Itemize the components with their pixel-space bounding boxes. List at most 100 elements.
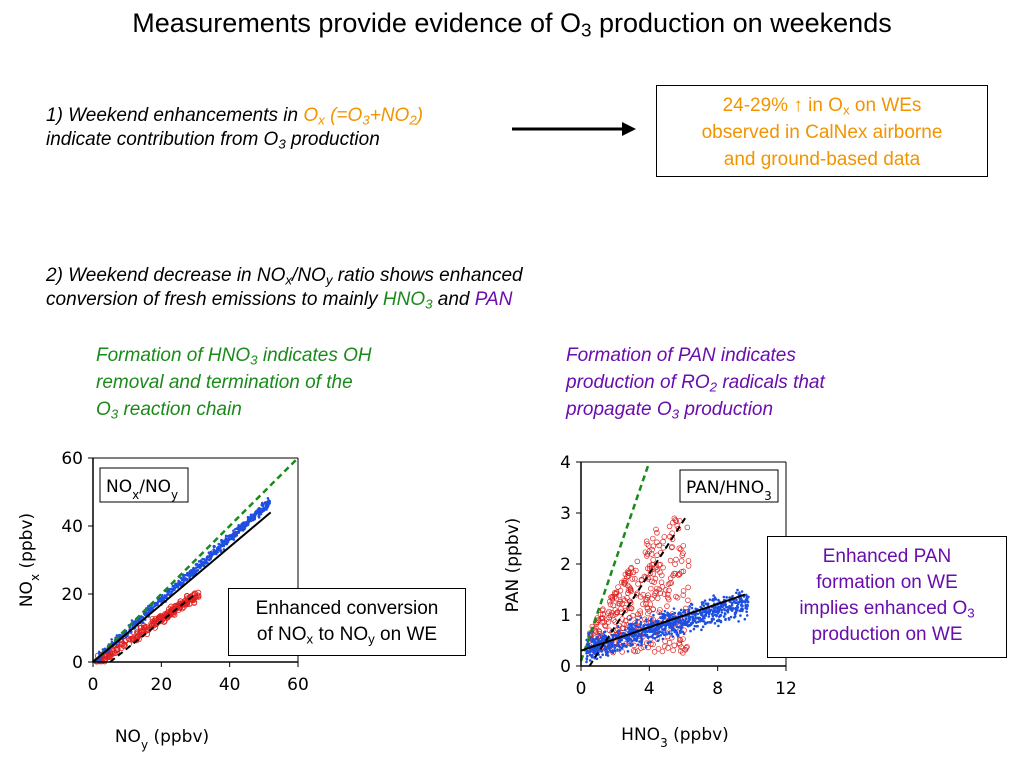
weekend-point	[633, 622, 637, 625]
weekend-point	[593, 640, 597, 644]
x-axis-label: NOy (ppbv)	[115, 727, 209, 752]
weekday-point	[611, 617, 617, 623]
weekend-point	[259, 509, 262, 512]
weekend-point	[138, 618, 141, 622]
weekend-point	[130, 619, 134, 622]
weekday-point	[685, 584, 691, 591]
weekday-point	[634, 648, 641, 654]
weekend-point	[661, 631, 665, 635]
weekend-point	[725, 596, 728, 599]
weekend-point	[219, 548, 222, 552]
weekday-point	[660, 538, 666, 545]
weekday-point	[651, 592, 658, 599]
y-tick-label: 1	[560, 606, 571, 626]
weekend-point	[611, 649, 615, 653]
weekend-point	[172, 584, 176, 588]
weekday-point	[672, 561, 678, 567]
weekend-point	[736, 606, 740, 609]
hno3-note: Formation of HNO3 indicates OH removal a…	[96, 345, 372, 422]
weekday-point	[654, 530, 660, 536]
weekend-point	[180, 582, 184, 586]
weekday-point	[626, 615, 632, 621]
weekday-point	[615, 600, 622, 607]
weekend-point	[664, 624, 667, 627]
weekend-point	[256, 508, 260, 511]
weekend-point	[219, 546, 222, 549]
weekend-point	[669, 623, 672, 627]
weekend-point	[141, 621, 145, 624]
weekend-point	[701, 615, 705, 618]
y-tick-label: 20	[61, 585, 83, 605]
x-tick-label: 4	[644, 679, 655, 699]
weekend-point	[191, 570, 195, 574]
weekend-point	[242, 521, 246, 525]
weekend-point	[651, 633, 655, 636]
weekday-point	[685, 558, 692, 564]
weekend-point	[711, 612, 714, 616]
x-axis-label: HNO3 (ppbv)	[621, 725, 729, 750]
weekend-point	[620, 646, 624, 649]
weekend-point	[696, 612, 700, 616]
point-1-text: 1) Weekend enhancements in Ox (=O3+NO2) …	[46, 105, 424, 152]
weekday-point	[628, 605, 635, 612]
weekend-point	[681, 618, 685, 622]
weekend-point	[631, 643, 634, 647]
weekend-point	[187, 572, 190, 576]
weekday-point	[615, 584, 621, 590]
weekend-point	[618, 645, 622, 649]
weekday-point	[605, 619, 612, 625]
weekend-point	[586, 654, 589, 658]
weekend-point	[201, 557, 204, 561]
weekend-point	[673, 611, 677, 615]
weekend-point	[737, 620, 740, 623]
weekday-point	[676, 518, 683, 524]
weekday-point	[655, 646, 662, 652]
weekend-point	[636, 625, 640, 629]
weekend-point	[586, 643, 589, 647]
weekend-point	[620, 638, 624, 642]
weekend-point	[264, 502, 267, 505]
weekend-point	[264, 507, 267, 510]
weekday-point	[624, 574, 630, 580]
weekday-point	[685, 563, 692, 569]
weekday-point	[634, 590, 640, 596]
weekday-point	[601, 619, 607, 625]
weekend-point	[667, 621, 671, 625]
weekend-point	[224, 536, 228, 540]
weekend-point	[719, 619, 723, 623]
weekend-point	[635, 618, 639, 621]
weekday-point	[673, 556, 679, 563]
weekday-point	[112, 649, 119, 656]
chart-points	[93, 496, 272, 665]
weekend-point	[179, 580, 182, 584]
weekend-point	[220, 543, 224, 546]
weekday-point	[665, 581, 672, 587]
weekday-point	[664, 591, 671, 598]
weekend-point	[645, 630, 649, 634]
weekend-point	[650, 635, 653, 638]
weekend-point	[703, 599, 707, 602]
weekend-point	[658, 630, 662, 634]
weekend-point	[627, 623, 631, 626]
weekend-point	[163, 594, 167, 597]
weekend-point	[679, 608, 683, 612]
weekday-point	[619, 649, 625, 655]
weekend-point	[717, 619, 721, 623]
weekend-point	[687, 610, 690, 613]
weekend-point	[739, 614, 742, 617]
weekday-point	[674, 594, 681, 601]
weekday-point	[625, 570, 632, 576]
weekday-point	[632, 576, 638, 582]
weekday-point	[118, 645, 125, 652]
chart-label: NOx/NOy	[106, 477, 178, 502]
weekend-point	[152, 605, 155, 609]
weekday-point	[630, 647, 637, 654]
weekend-point	[711, 597, 715, 601]
weekday-point	[616, 622, 622, 629]
weekend-point	[256, 510, 259, 513]
weekend-point	[597, 648, 600, 651]
weekend-point	[640, 642, 643, 645]
weekend-point	[700, 611, 704, 615]
weekend-point	[676, 620, 679, 624]
weekday-point	[675, 572, 682, 578]
